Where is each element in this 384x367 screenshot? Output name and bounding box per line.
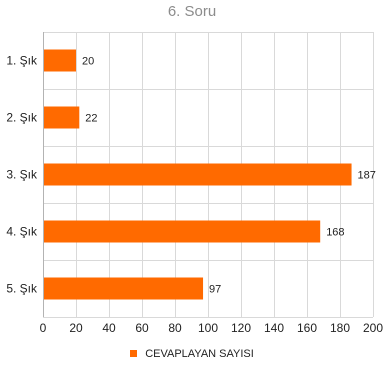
data-label: 97 [209, 284, 221, 296]
data-label: 168 [326, 227, 344, 239]
bar [44, 163, 352, 186]
category-label: 1. Şık [6, 54, 38, 68]
x-tick-label: 160 [297, 321, 317, 335]
x-tick-label: 0 [40, 321, 47, 335]
bar [44, 277, 204, 300]
bar [44, 220, 321, 243]
x-tick-label: 60 [135, 321, 149, 335]
legend-label: CEVAPLAYAN SAYISI [145, 348, 254, 361]
bar [44, 49, 76, 72]
x-tick-label: 120 [231, 321, 251, 335]
data-label: 20 [82, 56, 94, 68]
data-label: 187 [358, 170, 376, 182]
x-tick-label: 200 [363, 321, 383, 335]
category-label: 5. Şık [6, 282, 38, 296]
x-tick-label: 180 [330, 321, 350, 335]
chart-legend: CEVAPLAYAN SAYISI [0, 348, 384, 360]
chart-title: 6. Soru [167, 3, 217, 20]
bar [44, 106, 80, 129]
x-tick-label: 80 [168, 321, 182, 335]
x-tick-label: 100 [198, 321, 218, 335]
x-tick-label: 20 [69, 321, 83, 335]
legend-swatch [130, 349, 138, 357]
x-tick-label: 140 [264, 321, 284, 335]
category-label: 2. Şık [6, 111, 38, 125]
category-label: 3. Şık [6, 168, 38, 182]
x-tick-label: 40 [102, 321, 116, 335]
data-label: 22 [85, 113, 97, 125]
category-label: 4. Şık [6, 225, 38, 239]
